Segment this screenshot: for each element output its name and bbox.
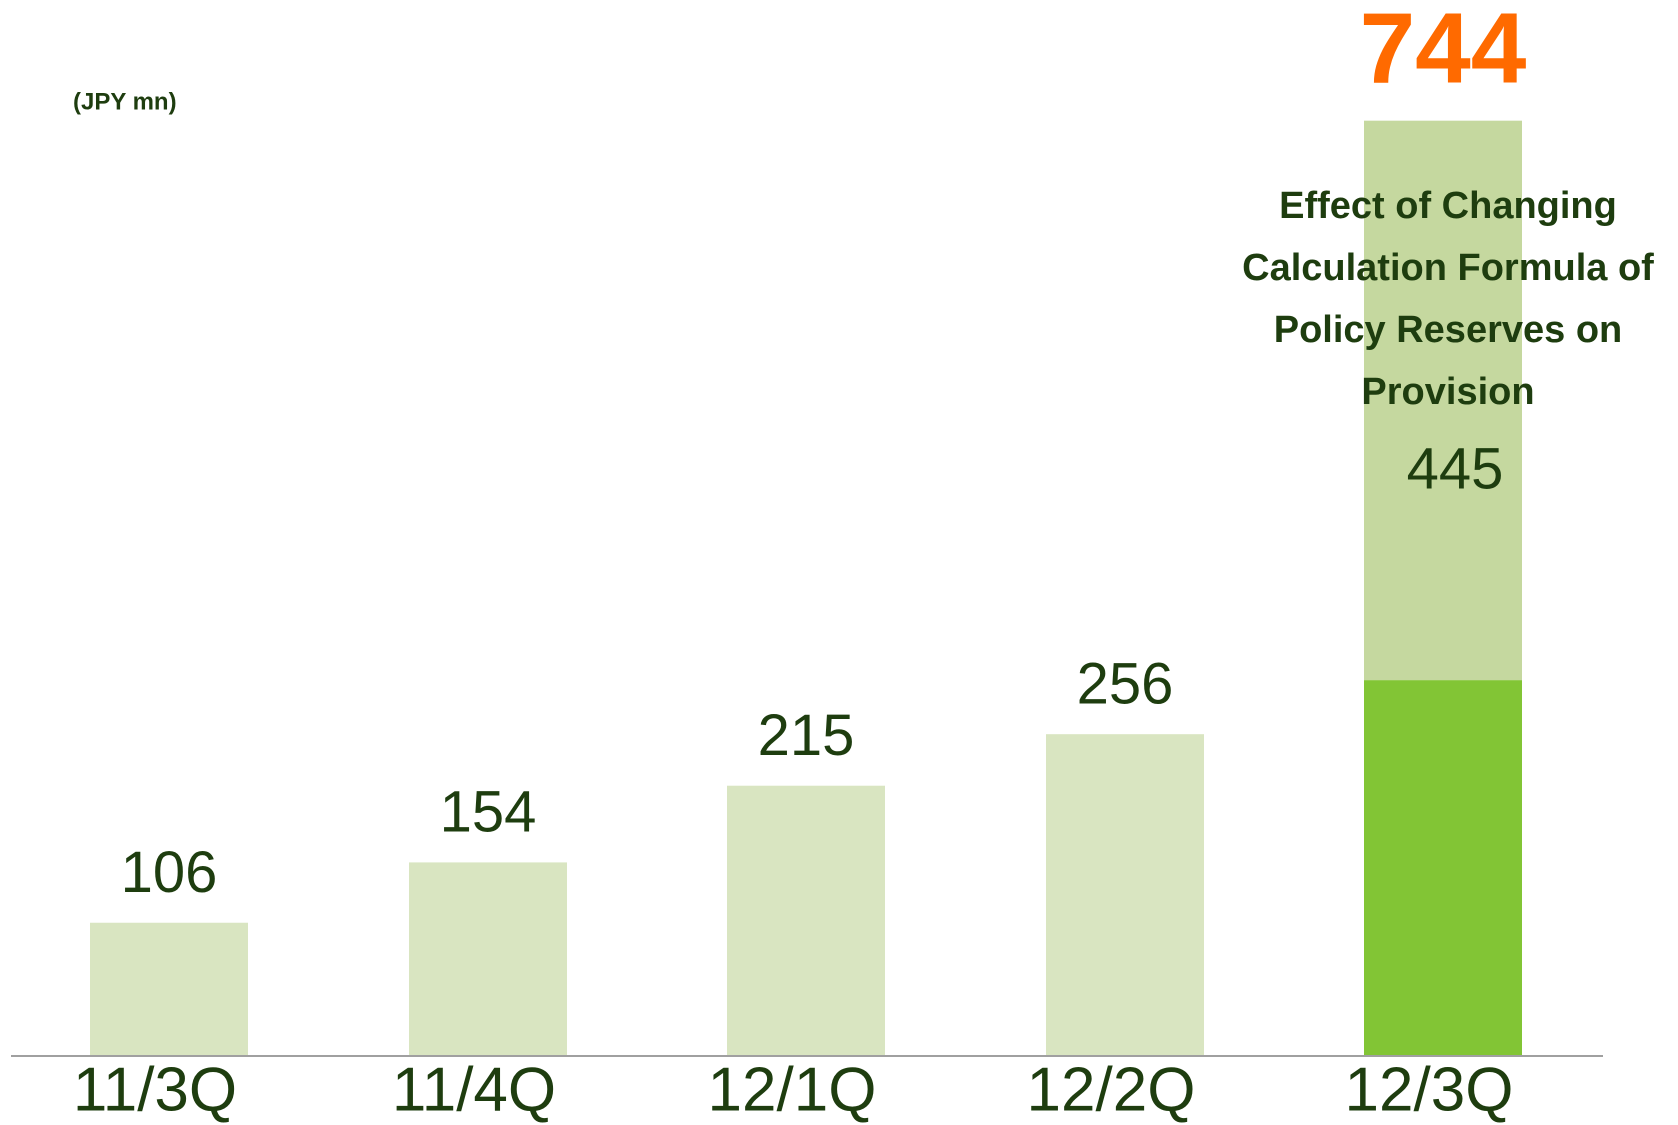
value-label: 215 (758, 703, 855, 768)
bar-segment (90, 922, 248, 1056)
bar-segment (409, 862, 567, 1056)
value-label: 445 (1407, 436, 1504, 501)
x-tick-label: 11/4Q (392, 1055, 556, 1124)
series-annotation: Effect of Changing Calculation Formula o… (1242, 185, 1654, 413)
x-tick-label: 12/3Q (1345, 1055, 1514, 1124)
bar-segment (1364, 680, 1522, 1056)
value-label: 154 (440, 780, 537, 845)
x-tick-label: 11/3Q (73, 1055, 237, 1124)
annotation-text: Effect of Changing Calculation Formula o… (1242, 185, 1654, 413)
value-label: 106 (121, 840, 218, 905)
value-label: 256 (1077, 651, 1174, 716)
x-tick-label: 12/2Q (1027, 1055, 1196, 1124)
bar-segment (1046, 734, 1204, 1056)
total-label: 744 (1360, 0, 1527, 104)
unit-label: (JPY mn) (73, 88, 177, 115)
bar-segment (727, 785, 885, 1056)
x-tick-label: 12/1Q (708, 1055, 877, 1124)
bar-segment (1364, 120, 1522, 681)
